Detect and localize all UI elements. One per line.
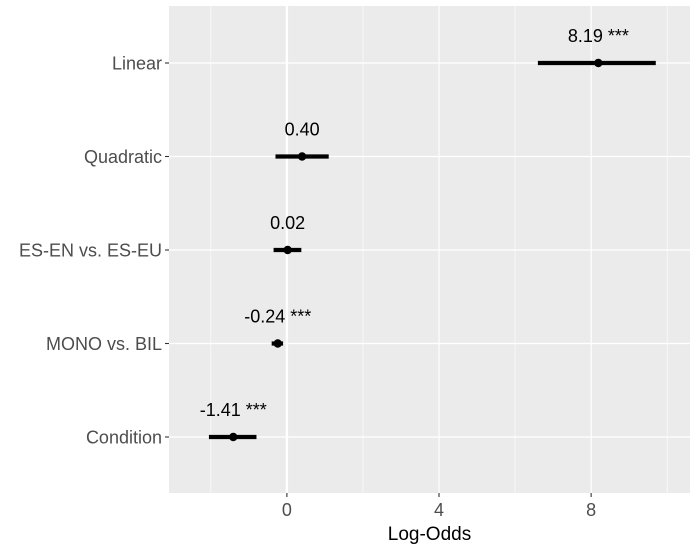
y-tick-label: Linear [112,54,162,74]
chart-marks: 8.19 *** 0.40 0.02 -0.24 *** -1.41 *** [200,26,656,442]
x-tick-label: 0 [282,500,292,520]
grid-major [169,6,690,493]
x-tick-label: 4 [434,500,444,520]
data-label: 0.02 [270,213,305,233]
data-label: 8.19 *** [568,26,629,46]
y-tick-label: MONO vs. BIL [46,334,162,354]
estimate-point [594,58,603,68]
data-label: -0.24 *** [244,307,311,327]
y-tick-label: Condition [86,428,162,448]
data-label: 0.40 [285,120,320,140]
x-axis: 0 4 8 [282,493,596,520]
data-label: -1.41 *** [200,400,267,420]
y-tick-label: Quadratic [84,147,162,167]
estimate-point [273,339,282,348]
y-tick-label: ES-EN vs. ES-EU [19,241,162,261]
estimate-point [229,432,238,442]
x-axis-title: Log-Odds [388,524,471,545]
estimate-point [297,152,307,161]
x-tick-label: 8 [586,500,596,520]
estimate-point [283,245,292,255]
y-axis: Linear Quadratic ES-EN vs. ES-EU MONO vs. B… [19,54,169,448]
